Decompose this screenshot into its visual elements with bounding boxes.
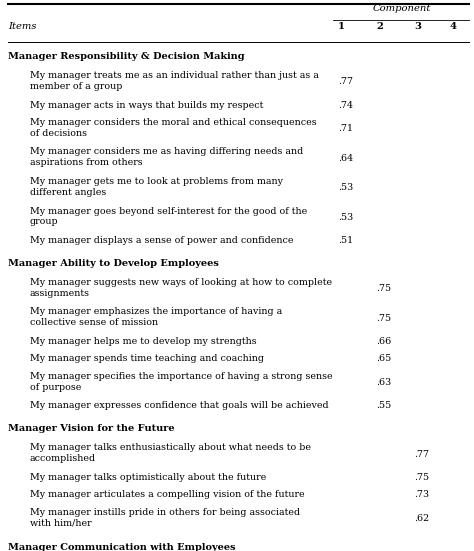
Text: My manager talks enthusiastically about what needs to be
accomplished: My manager talks enthusiastically about …	[30, 444, 311, 463]
Text: .74: .74	[338, 100, 353, 110]
Text: .75: .75	[376, 284, 391, 293]
Text: My manager specifies the importance of having a strong sense
of purpose: My manager specifies the importance of h…	[30, 372, 333, 392]
Text: My manager goes beyond self-interest for the good of the
group: My manager goes beyond self-interest for…	[30, 207, 307, 226]
Text: 1: 1	[338, 22, 345, 31]
Text: Manager Ability to Develop Employees: Manager Ability to Develop Employees	[8, 259, 219, 268]
Text: .73: .73	[414, 490, 429, 500]
Text: Manager Responsibility & Decision Making: Manager Responsibility & Decision Making	[8, 52, 245, 61]
Text: .75: .75	[414, 473, 429, 482]
Text: .53: .53	[338, 213, 353, 222]
Text: .62: .62	[414, 514, 429, 523]
Text: .63: .63	[376, 378, 391, 387]
Text: My manager treats me as an individual rather than just as a
member of a group: My manager treats me as an individual ra…	[30, 71, 319, 91]
Text: 4: 4	[450, 22, 457, 31]
Text: Manager Vision for the Future: Manager Vision for the Future	[8, 424, 174, 434]
Text: My manager helps me to develop my strengths: My manager helps me to develop my streng…	[30, 337, 256, 346]
Text: .77: .77	[414, 450, 429, 458]
Text: My manager talks optimistically about the future: My manager talks optimistically about th…	[30, 473, 266, 482]
Text: Items: Items	[8, 22, 36, 31]
Text: .53: .53	[338, 183, 353, 192]
Text: .75: .75	[376, 314, 391, 323]
Text: Component: Component	[372, 4, 431, 13]
Text: 3: 3	[414, 22, 421, 31]
Text: My manager displays a sense of power and confidence: My manager displays a sense of power and…	[30, 236, 293, 245]
Text: My manager considers me as having differing needs and
aspirations from others: My manager considers me as having differ…	[30, 148, 303, 168]
Text: My manager suggests new ways of looking at how to complete
assignments: My manager suggests new ways of looking …	[30, 278, 332, 298]
Text: .65: .65	[376, 354, 391, 364]
Text: .71: .71	[338, 124, 353, 133]
Text: My manager emphasizes the importance of having a
collective sense of mission: My manager emphasizes the importance of …	[30, 307, 282, 327]
Text: My manager expresses confidence that goals will be achieved: My manager expresses confidence that goa…	[30, 402, 328, 410]
Text: .66: .66	[376, 337, 391, 346]
Text: .51: .51	[338, 236, 353, 245]
Text: .64: .64	[338, 154, 353, 163]
Text: My manager gets me to look at problems from many
different angles: My manager gets me to look at problems f…	[30, 177, 283, 197]
Text: Manager Communication with Employees: Manager Communication with Employees	[8, 543, 236, 551]
Text: .77: .77	[338, 77, 353, 86]
Text: My manager articulates a compelling vision of the future: My manager articulates a compelling visi…	[30, 490, 305, 500]
Text: My manager considers the moral and ethical consequences
of decisions: My manager considers the moral and ethic…	[30, 118, 317, 138]
Text: .55: .55	[376, 402, 391, 410]
Text: My manager acts in ways that builds my respect: My manager acts in ways that builds my r…	[30, 100, 264, 110]
Text: 2: 2	[376, 22, 383, 31]
Text: My manager spends time teaching and coaching: My manager spends time teaching and coac…	[30, 354, 264, 364]
Text: My manager instills pride in others for being associated
with him/her: My manager instills pride in others for …	[30, 508, 300, 528]
